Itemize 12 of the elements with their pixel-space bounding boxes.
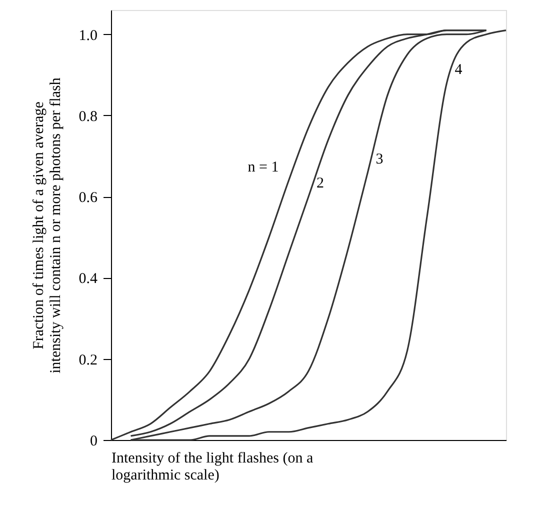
y-tick-label: 0.6 — [78, 190, 98, 206]
series-label: 2 — [316, 176, 324, 192]
series-label: 4 — [454, 62, 463, 78]
y-tick-label: 0.8 — [78, 108, 98, 125]
y-tick-label: 0 — [90, 434, 98, 450]
series-label: 3 — [376, 151, 384, 168]
y-tick-label: 0.4 — [78, 271, 98, 288]
series-label: n = 1 — [248, 159, 279, 176]
x-axis-title: Intensity of the light flashes (on a logarithmic scale) — [112, 450, 314, 484]
y-axis-title: Fraction of times light of a given average intensity will contain n or more photons per flash — [30, 77, 64, 374]
y-tick-label: 0.2 — [78, 352, 98, 368]
y-tick-label: 1.0 — [78, 28, 98, 44]
